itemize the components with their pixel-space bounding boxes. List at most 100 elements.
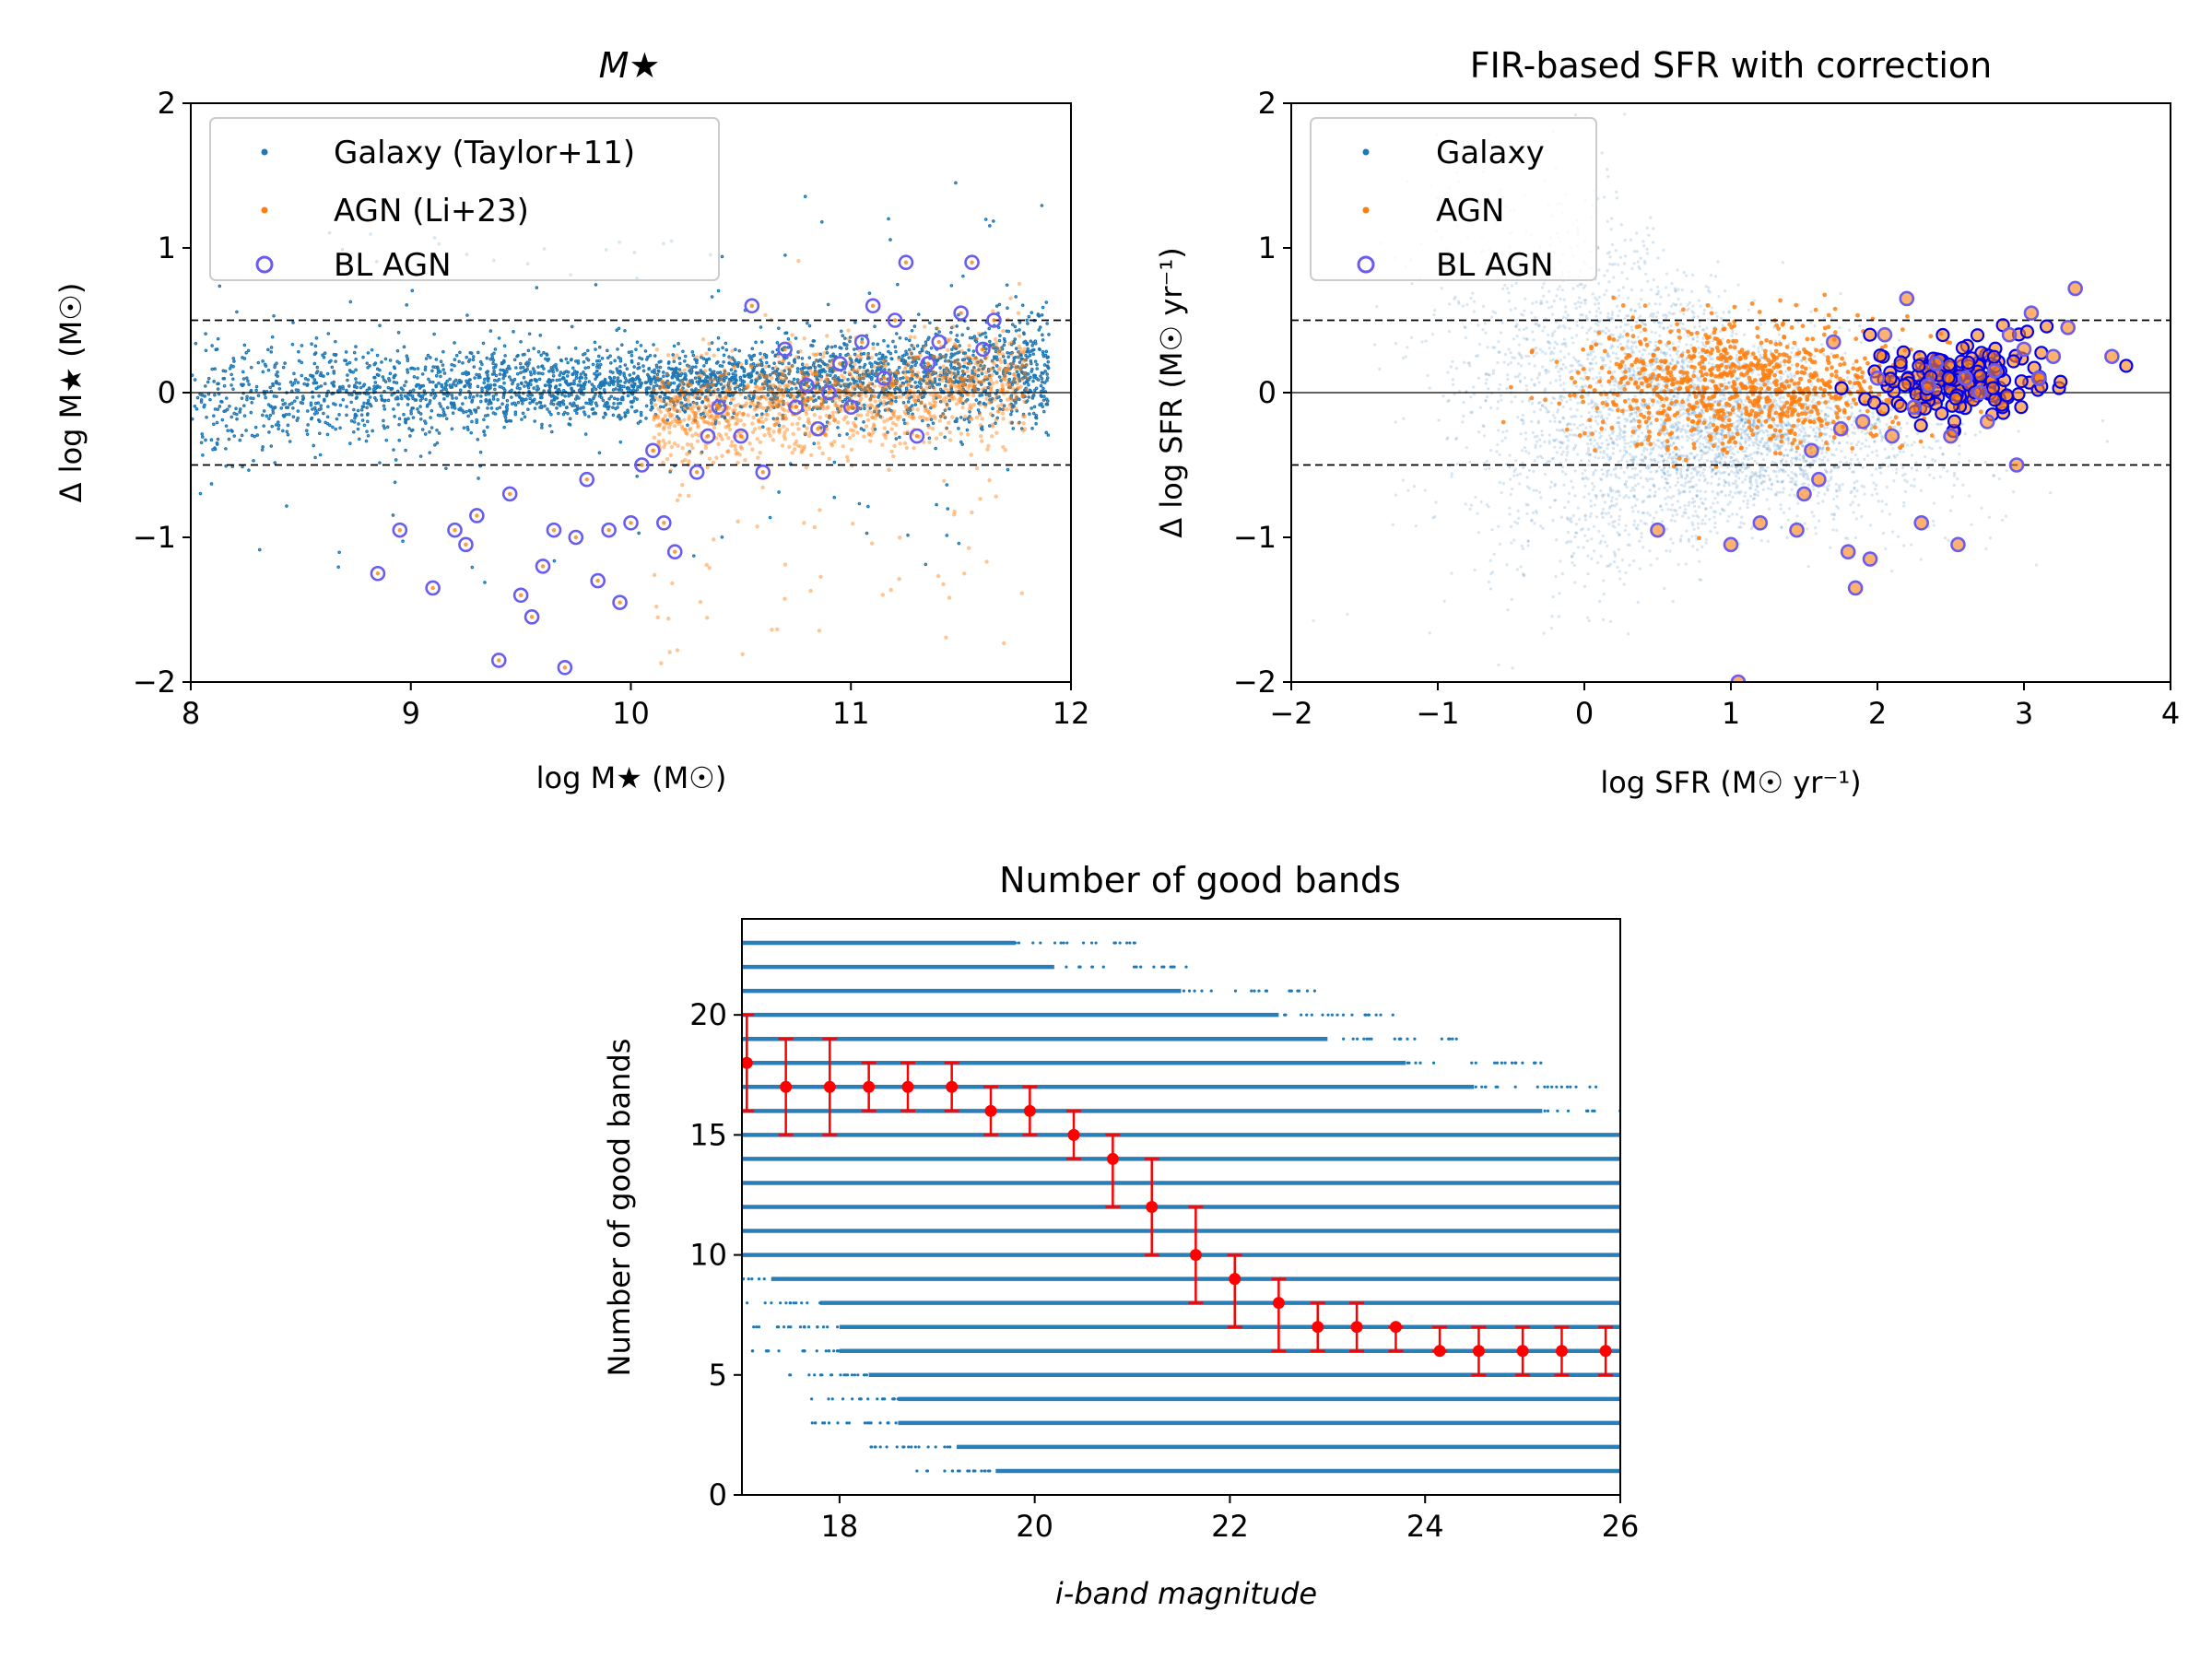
agn-point: [770, 394, 774, 400]
agn-point: [948, 376, 954, 381]
galaxy-point: [949, 331, 953, 335]
galaxy-point: [428, 401, 431, 406]
galaxy-point: [305, 409, 310, 413]
galaxy-point: [854, 359, 858, 362]
galaxy-point: [771, 371, 775, 375]
agn-point: [990, 345, 995, 350]
galaxy-point: [908, 338, 912, 343]
galaxy-point: [346, 373, 349, 377]
agn-point: [940, 399, 945, 404]
agn-point: [988, 368, 993, 372]
bl-agn-point: [425, 580, 441, 596]
agn-point: [876, 412, 880, 418]
galaxy-point: [445, 379, 450, 383]
agn-point: [1001, 417, 1006, 421]
galaxy-point: [797, 389, 802, 394]
agn-point: [703, 442, 708, 447]
galaxy-point: [529, 372, 534, 377]
galaxy-point: [198, 392, 202, 396]
agn-point: [996, 368, 1002, 372]
agn-point: [881, 402, 887, 407]
agn-point: [790, 363, 794, 369]
agn-point: [775, 627, 780, 632]
bl-agn-point: [964, 254, 980, 271]
agn-point: [1000, 382, 1005, 386]
galaxy-point: [361, 383, 366, 388]
agn-point: [847, 354, 852, 359]
galaxy-point: [249, 388, 253, 393]
galaxy-point: [1010, 421, 1014, 425]
galaxy-point: [858, 385, 862, 390]
galaxy-point: [570, 393, 573, 397]
agn-point: [667, 414, 673, 419]
agn-point: [670, 398, 675, 404]
agn-point: [789, 394, 794, 399]
agn-point: [837, 397, 842, 402]
agn-point: [853, 423, 857, 429]
agn-point: [733, 421, 738, 427]
galaxy-point: [848, 339, 852, 344]
galaxy-point: [831, 376, 835, 381]
agn-point: [937, 394, 942, 400]
galaxy-point: [748, 356, 753, 360]
galaxy-point: [634, 347, 638, 351]
agn-point: [842, 388, 847, 393]
galaxy-point: [272, 313, 276, 318]
agn-point: [844, 387, 850, 392]
agn-point: [973, 360, 978, 366]
galaxy-point: [323, 351, 327, 356]
galaxy-point: [418, 417, 423, 421]
galaxy-point: [1030, 427, 1034, 430]
bl-agn-center: [518, 593, 524, 597]
agn-point: [659, 661, 664, 665]
galaxy-point: [535, 388, 539, 392]
agn-point: [881, 432, 887, 437]
agn-point: [747, 441, 752, 446]
galaxy-point: [499, 368, 502, 372]
galaxy-point: [436, 366, 440, 370]
galaxy-point: [273, 406, 277, 409]
galaxy-point: [689, 367, 694, 371]
galaxy-point: [560, 393, 564, 396]
agn-point: [744, 385, 749, 390]
galaxy-point: [282, 415, 287, 418]
galaxy-point: [239, 382, 243, 386]
agn-point: [726, 435, 731, 441]
agn-point: [1018, 384, 1023, 389]
galaxy-point: [759, 360, 764, 365]
agn-point: [1024, 374, 1030, 380]
galaxy-point: [889, 398, 893, 402]
agn-point: [686, 364, 690, 370]
agn-point: [772, 418, 778, 422]
galaxy-point: [616, 397, 619, 402]
agn-point: [905, 376, 911, 382]
agn-point: [946, 388, 950, 393]
galaxy-point: [897, 355, 901, 359]
agn-point: [1011, 378, 1017, 383]
agn-point: [930, 426, 935, 431]
galaxy-point: [1574, 384, 1579, 388]
bl-agn-point: [898, 254, 914, 271]
galaxy-point: [862, 376, 865, 381]
agn-point: [849, 447, 854, 453]
galaxy-point: [392, 448, 395, 452]
galaxy-point: [729, 368, 734, 372]
agn-point: [855, 430, 860, 435]
galaxy-point: [1002, 343, 1006, 347]
agn-point: [754, 406, 759, 411]
galaxy-point: [1594, 515, 1599, 519]
galaxy-point: [994, 349, 998, 354]
agn-point: [972, 386, 977, 391]
agn-point: [698, 599, 703, 605]
galaxy-point: [377, 373, 381, 377]
galaxy-point: [533, 419, 537, 423]
galaxy-point: [956, 358, 959, 362]
galaxy-point: [1001, 370, 1006, 374]
galaxy-point: [1863, 492, 1866, 496]
galaxy-point: [555, 396, 559, 400]
galaxy-point: [773, 354, 777, 358]
galaxy-point: [672, 369, 677, 373]
galaxy-point: [327, 423, 332, 428]
agn-point: [903, 412, 909, 417]
galaxy-point: [478, 367, 482, 371]
